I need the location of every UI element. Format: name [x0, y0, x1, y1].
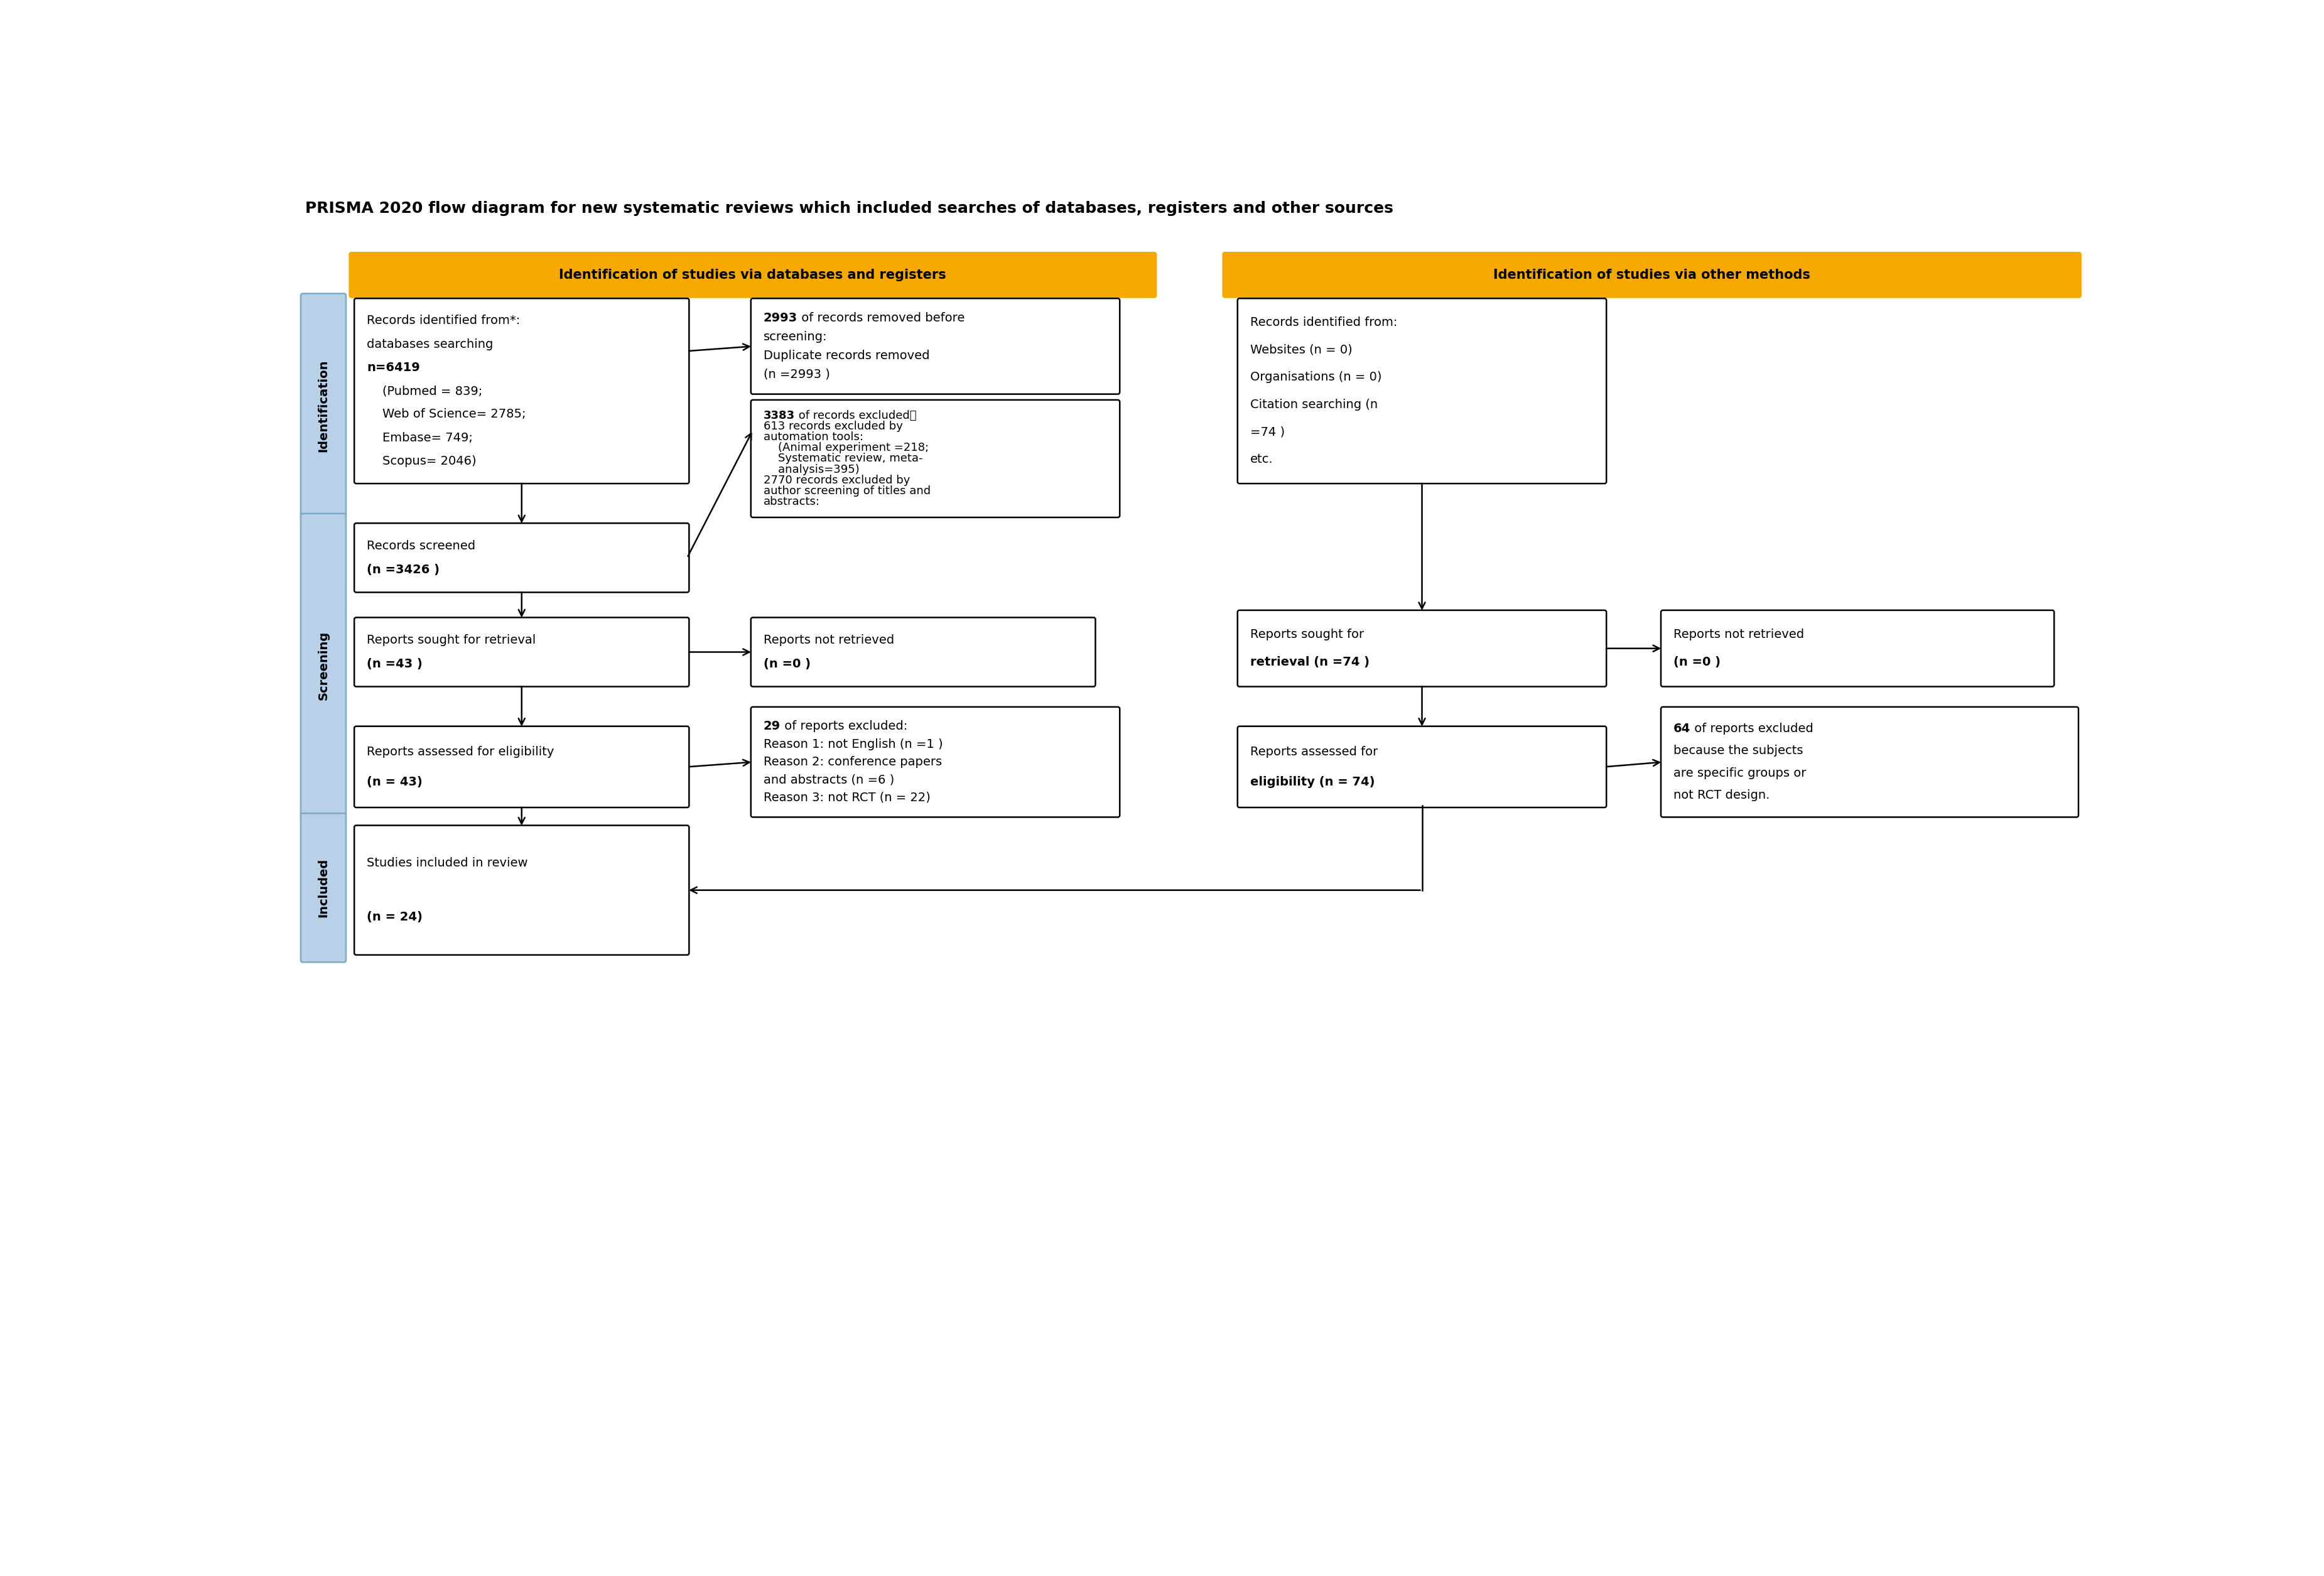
Text: Included: Included	[318, 859, 330, 917]
Text: are specific groups or: are specific groups or	[1673, 768, 1806, 779]
Text: Systematic review, meta-: Systematic review, meta-	[765, 452, 923, 465]
Text: Screening: Screening	[318, 630, 330, 700]
Text: (n = 43): (n = 43)	[367, 775, 423, 788]
Text: retrieval (n =74 ): retrieval (n =74 )	[1250, 656, 1369, 668]
FancyBboxPatch shape	[349, 252, 1157, 298]
Text: Records screened: Records screened	[367, 541, 476, 552]
Text: Web of Science= 2785;: Web of Science= 2785;	[367, 408, 525, 421]
Text: Records identified from:: Records identified from:	[1250, 317, 1397, 329]
FancyBboxPatch shape	[1236, 298, 1606, 484]
Text: (n = 24): (n = 24)	[367, 911, 423, 924]
FancyBboxPatch shape	[353, 727, 690, 807]
Text: eligibility (n = 74): eligibility (n = 74)	[1250, 775, 1376, 788]
Text: 613 records excluded by: 613 records excluded by	[765, 421, 902, 432]
FancyBboxPatch shape	[751, 400, 1120, 517]
Text: Scopus= 2046): Scopus= 2046)	[367, 455, 476, 466]
Text: (n =3426 ): (n =3426 )	[367, 564, 439, 575]
Text: and abstracts (n =6 ): and abstracts (n =6 )	[765, 774, 895, 786]
FancyBboxPatch shape	[751, 618, 1095, 687]
Text: abstracts:: abstracts:	[765, 496, 820, 507]
Text: Reports assessed for: Reports assessed for	[1250, 745, 1378, 758]
Text: of records excluded：: of records excluded：	[795, 410, 916, 421]
FancyBboxPatch shape	[1236, 727, 1606, 807]
Text: author screening of titles and: author screening of titles and	[765, 485, 930, 496]
Text: 2770 records excluded by: 2770 records excluded by	[765, 474, 911, 485]
Text: Records identified from*:: Records identified from*:	[367, 315, 521, 326]
FancyBboxPatch shape	[751, 298, 1120, 394]
Text: (Pubmed = 839;: (Pubmed = 839;	[367, 385, 483, 397]
Text: of reports excluded:: of reports excluded:	[781, 720, 909, 733]
FancyBboxPatch shape	[300, 514, 346, 816]
FancyBboxPatch shape	[353, 298, 690, 484]
Text: of reports excluded: of reports excluded	[1690, 723, 1813, 734]
Text: Reports assessed for eligibility: Reports assessed for eligibility	[367, 745, 553, 758]
Text: Reason 3: not RCT (n = 22): Reason 3: not RCT (n = 22)	[765, 791, 930, 804]
Text: Embase= 749;: Embase= 749;	[367, 432, 474, 444]
Text: 29: 29	[765, 720, 781, 733]
Text: Organisations (n = 0): Organisations (n = 0)	[1250, 372, 1383, 383]
Text: =74 ): =74 )	[1250, 426, 1285, 438]
Text: Reports not retrieved: Reports not retrieved	[765, 634, 895, 646]
FancyBboxPatch shape	[1222, 252, 2080, 298]
Text: 64: 64	[1673, 723, 1690, 734]
Text: Duplicate records removed: Duplicate records removed	[765, 350, 930, 361]
FancyBboxPatch shape	[353, 826, 690, 955]
FancyBboxPatch shape	[1236, 610, 1606, 687]
Text: automation tools:: automation tools:	[765, 432, 865, 443]
FancyBboxPatch shape	[751, 708, 1120, 816]
Text: n=6419: n=6419	[367, 361, 421, 374]
Text: Citation searching (n: Citation searching (n	[1250, 399, 1378, 411]
Text: analysis=395): analysis=395)	[765, 463, 860, 474]
Text: etc.: etc.	[1250, 454, 1274, 465]
FancyBboxPatch shape	[353, 523, 690, 593]
Text: Identification of studies via other methods: Identification of studies via other meth…	[1494, 268, 1810, 281]
Text: screening:: screening:	[765, 331, 827, 344]
Text: not RCT design.: not RCT design.	[1673, 790, 1771, 801]
Text: 2993: 2993	[765, 312, 797, 325]
Text: Reports sought for retrieval: Reports sought for retrieval	[367, 634, 537, 646]
Text: because the subjects: because the subjects	[1673, 745, 1803, 756]
Text: Websites (n = 0): Websites (n = 0)	[1250, 344, 1353, 356]
Text: Identification: Identification	[318, 359, 330, 452]
Text: Reports not retrieved: Reports not retrieved	[1673, 629, 1803, 640]
FancyBboxPatch shape	[353, 618, 690, 687]
Text: (n =43 ): (n =43 )	[367, 659, 423, 670]
Text: (n =0 ): (n =0 )	[1673, 656, 1720, 668]
Text: 3383: 3383	[765, 410, 795, 421]
Text: Studies included in review: Studies included in review	[367, 857, 528, 868]
Text: Reports sought for: Reports sought for	[1250, 629, 1364, 640]
Text: Reason 1: not English (n =1 ): Reason 1: not English (n =1 )	[765, 738, 944, 750]
FancyBboxPatch shape	[1662, 610, 2054, 687]
Text: (n =0 ): (n =0 )	[765, 659, 811, 670]
Text: Identification of studies via databases and registers: Identification of studies via databases …	[560, 268, 946, 281]
Text: databases searching: databases searching	[367, 339, 493, 350]
Text: PRISMA 2020 flow diagram for new systematic reviews which included searches of d: PRISMA 2020 flow diagram for new systema…	[304, 202, 1394, 216]
Text: (n =2993 ): (n =2993 )	[765, 369, 830, 380]
FancyBboxPatch shape	[300, 813, 346, 963]
FancyBboxPatch shape	[1662, 708, 2078, 816]
FancyBboxPatch shape	[300, 293, 346, 517]
Text: Reason 2: conference papers: Reason 2: conference papers	[765, 756, 941, 768]
Text: (Animal experiment =218;: (Animal experiment =218;	[765, 443, 930, 454]
Text: of records removed before: of records removed before	[797, 312, 964, 325]
